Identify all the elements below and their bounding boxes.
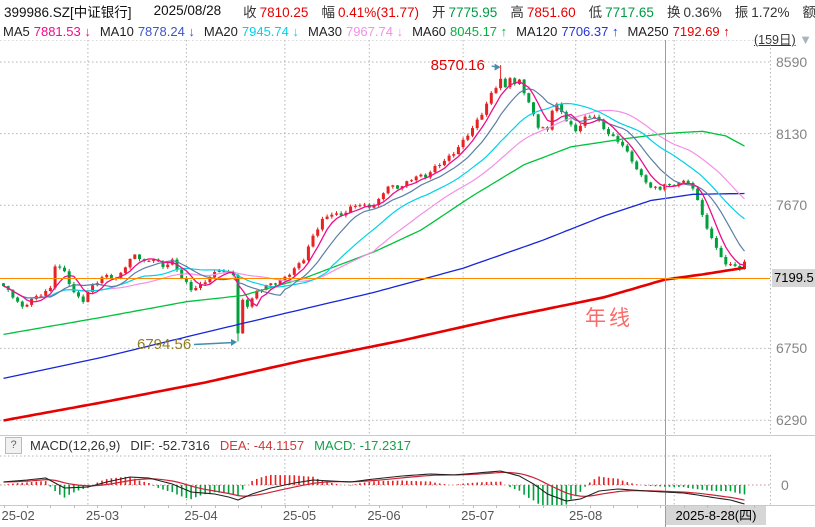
ma-legend-item: MA250 7192.69 ↑ [627, 23, 730, 39]
quote-header: 399986.SZ[中证银行] 2025/08/28 收 7810.25 幅 0.41… [0, 0, 815, 21]
x-axis-ruler-tick [261, 505, 263, 508]
x-axis-ruler-tick [308, 505, 310, 508]
quote-field: 低 7717.65 [588, 4, 654, 20]
crosshair-vertical-line [665, 40, 666, 527]
x-axis-ruler-tick [495, 505, 497, 508]
x-axis-ruler-tick [707, 505, 708, 508]
quote-fields: 收 7810.25 幅 0.41%(31.77) 开 7775.95 高 7851.60 低 77… [243, 1, 815, 21]
x-axis-ruler-tick [3, 505, 5, 508]
x-axis-ruler-tick [214, 505, 216, 508]
y-axis-tick: 8590 [776, 54, 808, 70]
x-axis: 25-02 25-03 25-04 25-05 25-06 25-07 25-08 [0, 505, 815, 527]
year-line-label: 年线 [585, 307, 633, 330]
ma-legend-item: MA20 7945.74 ↓ [203, 23, 299, 39]
chevron-down-icon[interactable]: ▼ [799, 32, 812, 47]
x-axis-tick: 25-05 [282, 508, 317, 523]
peak-annotation: 8570.16 [430, 57, 485, 75]
ma-legend-item: MA120 7706.37 ↑ [516, 23, 619, 39]
x-axis-ruler-tick [355, 505, 357, 508]
x-axis-ruler-tick [730, 505, 732, 508]
x-axis-ruler-tick [542, 505, 544, 508]
macd-value: MACD: -17.2317 [314, 437, 411, 453]
x-axis-tick: 25-08 [568, 508, 603, 523]
symbol-label: 399986.SZ[中证银行] [4, 4, 132, 20]
crosshair-date-label: 2025-8-28(四) [666, 506, 766, 525]
ma-legend-item: MA30 7967.74 ↓ [308, 23, 404, 39]
x-axis-ruler-tick [238, 505, 239, 508]
y-axis-tick: 6290 [776, 411, 808, 428]
x-axis-ruler-tick [73, 505, 75, 508]
crosshair-horizontal-line [0, 278, 770, 279]
x-axis-ruler-tick [660, 505, 662, 508]
quote-field: 额… [802, 4, 815, 20]
x-axis-ruler-tick [402, 505, 404, 508]
x-axis-ruler-tick [636, 505, 638, 508]
ma-legend: MA5 7881.53 ↓ MA10 7878.24 ↓ MA20 7945.74 ↓ MA… [0, 22, 815, 40]
period-label[interactable]: (159日) [753, 33, 796, 47]
x-axis-ruler-tick [191, 505, 193, 508]
x-axis-ruler-tick [589, 505, 591, 508]
macd-header: ? MACD(12,26,9) DIF: -52.7316 DEA: -44.1… [0, 436, 815, 454]
quote-field: 收 7810.25 [243, 4, 309, 20]
quote-field: 换 0.36% [666, 4, 722, 20]
macd-zero-label: 0 [781, 477, 789, 493]
x-axis-ruler-tick [26, 505, 28, 508]
x-axis-tick: 25-04 [184, 508, 218, 523]
y-axis-tick: 7670 [776, 197, 808, 214]
quote-field: 高 7851.60 [510, 4, 576, 20]
macd-title: MACD(12,26,9) [30, 437, 121, 453]
crosshair-price-label: 7199.5 [772, 269, 815, 287]
x-axis-ruler-tick [378, 505, 380, 508]
x-axis-ruler-tick [120, 505, 122, 508]
x-axis-ruler-tick [683, 505, 685, 508]
y-axis-tick: 6750 [776, 340, 808, 357]
x-axis-ruler-tick [566, 505, 568, 508]
axis-divider [0, 505, 815, 506]
candlestick-plot[interactable] [0, 40, 815, 434]
x-axis-tick: 25-07 [461, 508, 495, 523]
x-axis-ruler-tick [144, 505, 146, 508]
x-axis-ruler-tick [284, 505, 286, 508]
period-selector[interactable]: (159日) ▼ [754, 29, 812, 48]
x-axis-tick: 25-03 [85, 508, 120, 523]
y-axis-tick: 8130 [776, 125, 808, 142]
x-axis-ruler-tick [472, 505, 474, 508]
quote-field: 幅 0.41%(31.77) [321, 4, 420, 20]
quote-field: 振 1.72% [734, 4, 790, 20]
x-axis-tick: 25-06 [367, 508, 401, 523]
dea-value: DEA: -44.1157 [219, 437, 305, 453]
x-axis-ruler-tick [50, 505, 52, 508]
quote-field: 开 7775.95 [432, 4, 498, 20]
x-axis-ruler-tick [167, 505, 169, 508]
help-icon[interactable]: ? [5, 436, 22, 454]
x-axis-ruler-tick [331, 505, 333, 508]
macd-plot[interactable] [0, 455, 815, 505]
x-axis-ruler-tick [425, 505, 427, 508]
x-axis-ruler-tick [613, 505, 615, 508]
ma-legend-item: MA5 7881.53 ↓ [3, 23, 91, 39]
quote-date: 2025/08/28 [153, 3, 222, 18]
trough-annotation: 6794.56 [137, 336, 192, 354]
panel-divider [0, 435, 815, 436]
x-axis-ruler-tick [449, 505, 451, 508]
dif-value: DIF: -52.7316 [130, 437, 210, 453]
ma-legend-item: MA10 7878.24 ↓ [99, 23, 195, 39]
x-axis-ruler-tick [97, 505, 99, 508]
x-axis-tick: 25-02 [1, 508, 35, 523]
x-axis-ruler-tick [753, 505, 755, 508]
ma-legend-item: MA60 8045.17 ↑ [412, 23, 508, 39]
x-axis-ruler-tick [519, 505, 521, 508]
